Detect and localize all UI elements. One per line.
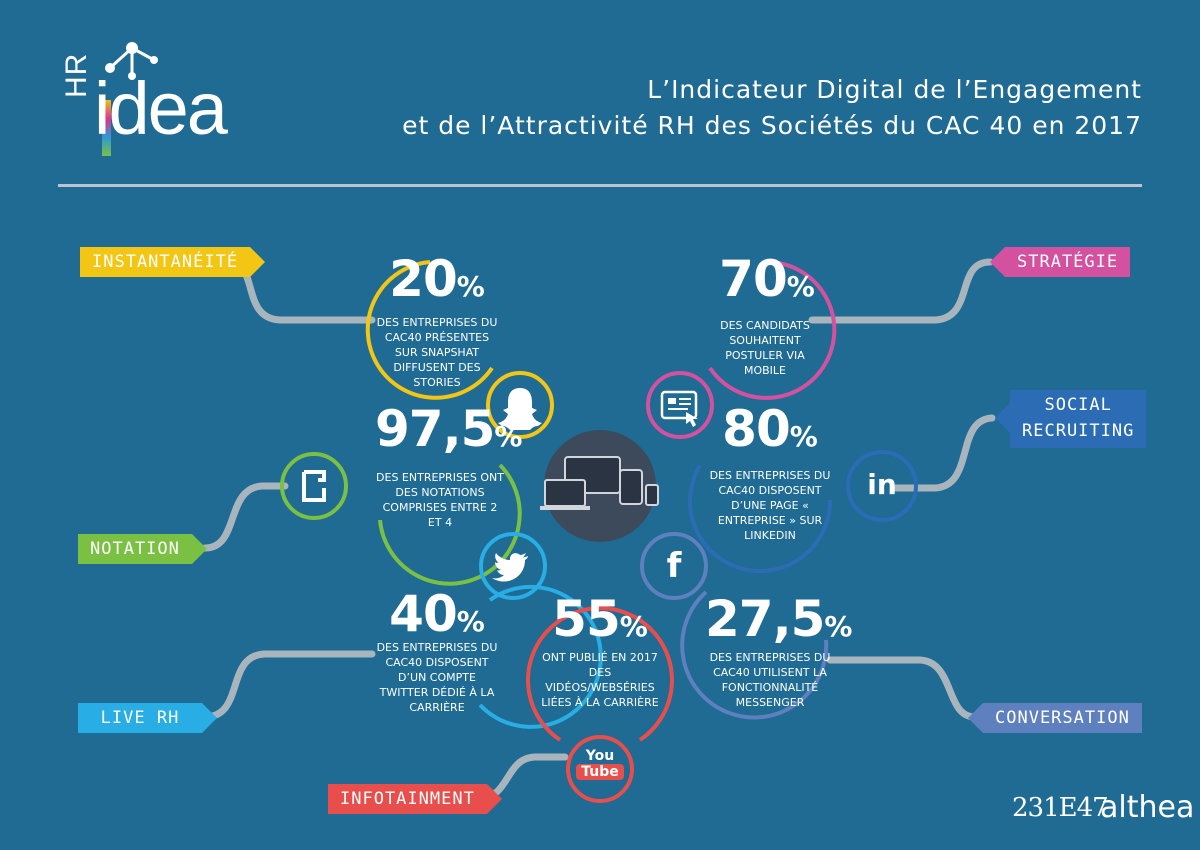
youtube-badge-ring xyxy=(566,735,634,803)
ring-notation xyxy=(378,463,522,586)
stat-mobile-number: 70 xyxy=(719,250,788,308)
notation-badge-ring xyxy=(280,452,348,520)
footer-brand-althea: althea xyxy=(1100,790,1195,825)
tag-recruiting-label: RECRUITING xyxy=(1022,421,1135,441)
logo-color-bar xyxy=(102,100,111,156)
devices-icon xyxy=(540,456,659,510)
stat-snapchat-unit: % xyxy=(456,270,485,303)
tag-infotainment-label: INFOTAINMENT xyxy=(340,789,475,809)
snapchat-badge-ring xyxy=(486,371,554,439)
ring-messenger xyxy=(680,590,829,720)
glassdoor-icon xyxy=(302,470,326,502)
ring-snapchat xyxy=(365,260,494,400)
tag-notation: NOTATION xyxy=(78,534,207,564)
tag-instantaneite-label: INSTANTANÉITÉ xyxy=(92,252,239,272)
tag-notation-label: NOTATION xyxy=(90,539,180,559)
youtube-icon-bottom: Tube xyxy=(576,764,624,780)
title-line-1: L’Indicateur Digital de l’Engagement xyxy=(647,75,1142,104)
tag-notch xyxy=(191,534,207,564)
stat-twitter-number: 40 xyxy=(389,585,458,643)
stat-linkedin-text: DES ENTREPRISES DU CAC40 DISPOSENT D’UNE… xyxy=(709,469,831,542)
tag-notch xyxy=(990,247,1005,277)
ring-linkedin xyxy=(688,463,833,574)
tag-social-label: SOCIAL xyxy=(1044,395,1112,415)
stat-mobile-unit: % xyxy=(786,270,815,303)
stat-notation-text: DES ENTREPRISES ONT DES NOTATIONS COMPRI… xyxy=(376,471,504,529)
stat-youtube-text: ONT PUBLIÉ EN 2017 DES VIDÉOS/WEBSÉRIES … xyxy=(541,651,659,709)
ring-mobile xyxy=(708,260,837,400)
connector-live-rh xyxy=(201,650,376,721)
stat-twitter-unit: % xyxy=(456,605,485,638)
tag-live-rh: LIVE RH xyxy=(78,703,217,733)
snapchat-icon xyxy=(498,388,542,430)
stat-mobile-text: DES CANDIDATS SOUHAITENT POSTULER VIA MO… xyxy=(720,319,810,377)
stat-messenger-unit: % xyxy=(824,610,853,643)
stat-snapchat-number: 20 xyxy=(389,250,458,308)
stat-youtube-number: 55 xyxy=(552,590,621,648)
tag-social-recruiting: SOCIAL RECRUITING xyxy=(995,390,1147,448)
ring-youtube xyxy=(526,606,674,742)
molecule-icon xyxy=(105,42,158,80)
stat-youtube-unit: % xyxy=(619,610,648,643)
tag-conversation: CONVERSATION xyxy=(968,703,1142,733)
stat-messenger-value: 27,5% xyxy=(705,590,852,648)
hr-idea-logo: HR idea xyxy=(60,38,292,156)
tag-instantaneite: INSTANTANÉITÉ xyxy=(80,247,266,277)
title-divider xyxy=(58,184,1142,187)
stat-messenger-number: 27,5 xyxy=(705,590,825,648)
tag-notch xyxy=(250,247,266,277)
stat-notation-number: 97,5 xyxy=(375,400,495,458)
tag-notch xyxy=(968,703,983,733)
stat-snapchat-value: 20% xyxy=(382,250,492,308)
tag-notch xyxy=(202,703,217,733)
linkedin-badge-ring xyxy=(846,450,918,522)
stat-youtube-value: 55% xyxy=(545,590,655,648)
youtube-icon-top: You xyxy=(585,748,615,764)
stat-mobile-value: 70% xyxy=(712,250,822,308)
stat-linkedin-value: 80% xyxy=(715,400,825,458)
stat-messenger-text: DES ENTREPRISES DU CAC40 UTILISENT LA FO… xyxy=(709,651,831,709)
mobile-badge-ring xyxy=(646,371,714,439)
title-line-2: et de l’Attractivité RH des Sociétés du … xyxy=(402,111,1142,140)
tag-live-rh-label: LIVE RH xyxy=(100,708,180,728)
tag-infotainment: INFOTAINMENT xyxy=(328,784,502,814)
stat-notation-unit: % xyxy=(494,420,523,453)
stat-snapchat-text: DES ENTREPRISES DU CAC40 PRÉSENTES SUR S… xyxy=(376,316,498,389)
twitter-icon xyxy=(492,553,528,582)
tag-notch xyxy=(486,784,502,814)
tag-strategie: STRATÉGIE xyxy=(990,247,1131,277)
connector-strategie xyxy=(808,258,994,324)
stat-notation-value: 97,5% xyxy=(375,400,522,458)
tablet-touch-icon xyxy=(660,390,698,427)
logo-idea-text: idea xyxy=(94,67,228,150)
twitter-badge-ring xyxy=(479,532,547,600)
page-title: L’Indicateur Digital de l’Engagement et … xyxy=(402,72,1142,144)
stat-linkedin-unit: % xyxy=(789,420,818,453)
facebook-icon: f xyxy=(666,546,682,586)
tag-strategie-label: STRATÉGIE xyxy=(1017,252,1119,272)
tag-notch xyxy=(995,403,1010,433)
tag-conversation-label: CONVERSATION xyxy=(995,708,1130,728)
footer-brand-231e47: 231E47 xyxy=(1012,793,1109,823)
connector-social-recruiting xyxy=(891,414,996,492)
linkedin-icon: in xyxy=(867,468,897,501)
facebook-badge-ring xyxy=(640,532,708,600)
stat-linkedin-number: 80 xyxy=(722,400,791,458)
stat-twitter-value: 40% xyxy=(382,585,492,643)
connector-notation xyxy=(201,482,289,552)
connector-conversation xyxy=(826,656,979,721)
stat-twitter-text: DES ENTREPRISES DU CAC40 DISPOSENT D’UN … xyxy=(376,641,498,714)
youtube-icon: You Tube xyxy=(576,748,624,780)
